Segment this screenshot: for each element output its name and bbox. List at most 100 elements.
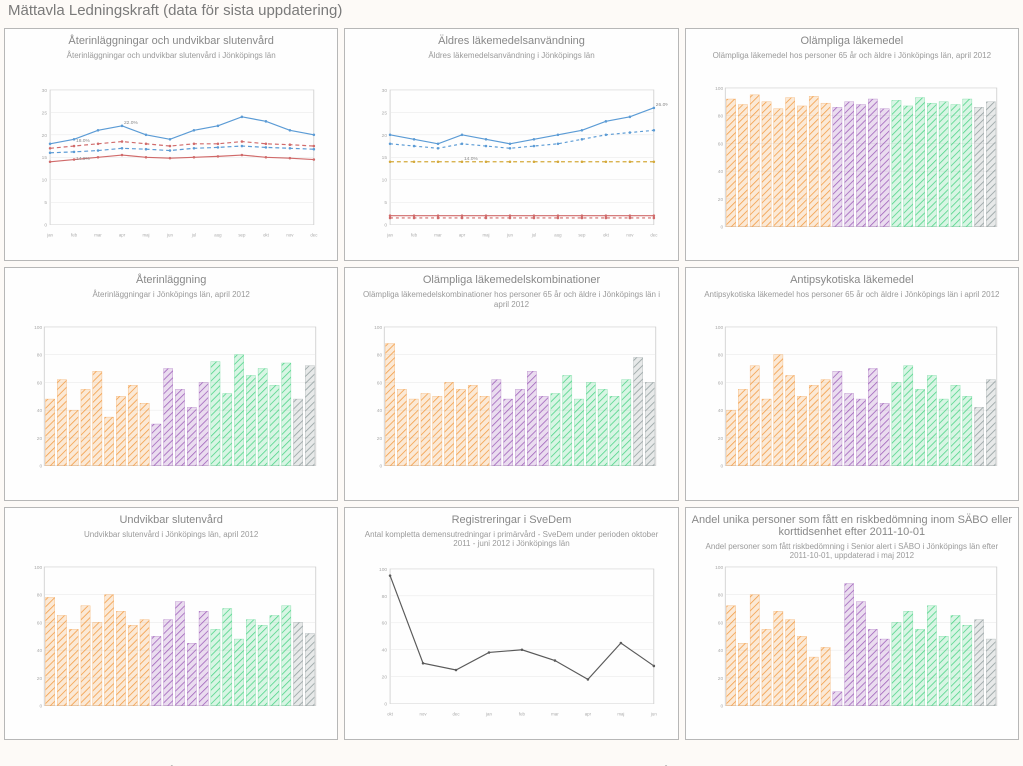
panel-6-title: Antipsykotiska läkemedel [686, 274, 1018, 286]
svg-text:40: 40 [37, 408, 43, 414]
svg-text:80: 80 [717, 353, 723, 359]
svg-text:80: 80 [717, 114, 723, 120]
panel-7-title: Undvikbar slutenvård [5, 514, 337, 526]
svg-text:aug: aug [555, 232, 563, 237]
svg-text:dec: dec [310, 232, 318, 237]
svg-text:15: 15 [382, 155, 388, 161]
svg-text:apr: apr [119, 232, 126, 237]
svg-text:14.0%: 14.0% [464, 156, 478, 162]
svg-text:jan: jan [46, 232, 53, 237]
dashboard-page: Mättavla Ledningskraft (data för sista u… [0, 0, 1023, 766]
svg-text:20: 20 [37, 676, 43, 682]
panel-9[interactable]: Andel unika personer som fått en riskbed… [685, 507, 1019, 740]
svg-text:100: 100 [34, 325, 42, 331]
svg-text:mar: mar [94, 232, 102, 237]
svg-text:jul: jul [191, 232, 196, 237]
svg-text:jul: jul [531, 232, 536, 237]
panel-7-chart: 020406080100 [19, 563, 327, 719]
svg-text:20: 20 [717, 436, 723, 442]
svg-text:18.0%: 18.0% [76, 138, 90, 144]
svg-text:40: 40 [717, 648, 723, 654]
svg-text:okt: okt [263, 232, 270, 237]
panel-1[interactable]: Återinläggningar och undvikbar slutenvår… [4, 28, 338, 261]
svg-text:100: 100 [715, 325, 723, 331]
svg-text:feb: feb [411, 232, 418, 237]
svg-text:25: 25 [382, 110, 388, 116]
svg-text:100: 100 [374, 325, 382, 331]
svg-text:60: 60 [37, 620, 43, 626]
svg-text:0: 0 [40, 703, 43, 709]
svg-text:40: 40 [717, 169, 723, 175]
panel-3-sub: Olämpliga läkemedel hos personer 65 år o… [686, 51, 1018, 61]
panel-1-title: Återinläggningar och undvikbar slutenvår… [5, 35, 337, 47]
panel-2-sub: Äldres läkemedelsanvändning i Jönköpings… [345, 51, 677, 61]
svg-text:60: 60 [717, 141, 723, 147]
svg-text:jan: jan [386, 232, 393, 237]
svg-text:20: 20 [382, 133, 388, 139]
svg-text:40: 40 [717, 408, 723, 414]
panel-8-chart: 020406080100oktnovdecjanfebmaraprmajjun [359, 563, 667, 719]
panel-4-title: Återinläggning [5, 274, 337, 286]
svg-text:100: 100 [379, 566, 387, 572]
panel-9-sub: Andel personer som fått riskbedömning i … [686, 542, 1018, 561]
svg-text:100: 100 [715, 86, 723, 92]
svg-text:jun: jun [650, 711, 657, 716]
svg-text:0: 0 [385, 701, 388, 707]
svg-text:30: 30 [42, 88, 48, 94]
panel-3[interactable]: Olämpliga läkemedel Olämpliga läkemedel … [685, 28, 1019, 261]
svg-text:60: 60 [37, 381, 43, 387]
panel-5[interactable]: Olämpliga läkemedelskombinationer Olämpl… [344, 267, 678, 500]
svg-text:0: 0 [720, 703, 723, 709]
svg-text:20: 20 [37, 436, 43, 442]
panel-9-chart: 020406080100 [700, 563, 1008, 719]
panel-2-chart: 051015202530janfebmaraprmajjunjulaugsepo… [359, 84, 667, 240]
panel-8-sub: Antal kompletta demensutredningar i prim… [345, 530, 677, 549]
svg-text:40: 40 [377, 408, 383, 414]
panel-5-sub: Olämpliga läkemedelskombinationer hos pe… [345, 290, 677, 309]
panel-6-chart: 0 20 40 60 80 100 [700, 323, 1008, 479]
svg-text:0: 0 [720, 464, 723, 470]
svg-text:22.0%: 22.0% [124, 120, 138, 126]
panel-6[interactable]: Antipsykotiska läkemedel Antipsykotiska … [685, 267, 1019, 500]
svg-text:100: 100 [34, 565, 42, 571]
page-title: Mättavla Ledningskraft (data för sista u… [8, 2, 342, 19]
panel-7[interactable]: Undvikbar slutenvård Undvikbar slutenvår… [4, 507, 338, 740]
svg-text:100: 100 [715, 565, 723, 571]
svg-text:nov: nov [286, 232, 294, 237]
svg-text:60: 60 [382, 620, 388, 626]
panel-8-title: Registreringar i SveDem [345, 514, 677, 526]
svg-text:sep: sep [238, 232, 246, 237]
panel-3-chart: 020406080100 [700, 84, 1008, 240]
svg-text:20: 20 [42, 133, 48, 139]
svg-text:maj: maj [618, 711, 625, 716]
svg-text:nov: nov [627, 232, 635, 237]
panel-4[interactable]: Återinläggning Återinläggningar i Jönköp… [4, 267, 338, 500]
panel-8[interactable]: Registreringar i SveDem Antal kompletta … [344, 507, 678, 740]
svg-text:jun: jun [166, 232, 173, 237]
svg-text:80: 80 [717, 592, 723, 598]
panel-7-sub: Undvikbar slutenvård i Jönköpings län, a… [5, 530, 337, 540]
svg-text:apr: apr [459, 232, 466, 237]
panel-2[interactable]: Äldres läkemedelsanvändning Äldres läkem… [344, 28, 678, 261]
svg-text:10: 10 [382, 178, 388, 184]
svg-text:dec: dec [453, 711, 461, 716]
svg-text:maj: maj [142, 232, 149, 237]
svg-text:feb: feb [71, 232, 78, 237]
svg-text:40: 40 [37, 648, 43, 654]
svg-text:mar: mar [551, 711, 559, 716]
panel-grid: Återinläggningar och undvikbar slutenvår… [4, 28, 1019, 740]
svg-text:dec: dec [651, 232, 659, 237]
svg-text:80: 80 [382, 593, 388, 599]
svg-text:60: 60 [717, 620, 723, 626]
panel-9-title: Andel unika personer som fått en riskbed… [686, 514, 1018, 538]
svg-text:14.0%: 14.0% [76, 156, 90, 162]
svg-text:60: 60 [717, 381, 723, 387]
svg-text:20: 20 [377, 436, 383, 442]
svg-text:80: 80 [377, 353, 383, 359]
svg-text:26.0%: 26.0% [656, 102, 668, 108]
svg-text:jun: jun [506, 232, 513, 237]
svg-text:20: 20 [717, 197, 723, 203]
svg-text:okt: okt [387, 711, 394, 716]
svg-text:5: 5 [385, 200, 388, 206]
panel-5-title: Olämpliga läkemedelskombinationer [345, 274, 677, 286]
